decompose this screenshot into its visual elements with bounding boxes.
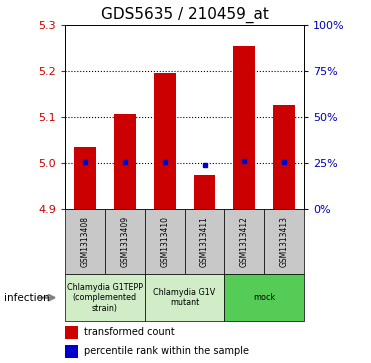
Bar [233,46,255,209]
Title: GDS5635 / 210459_at: GDS5635 / 210459_at [101,7,269,23]
Text: GSM1313411: GSM1313411 [200,216,209,267]
Bar [65,274,145,321]
Bar [224,209,264,274]
Bar [154,73,175,209]
Bar [65,209,105,274]
Text: percentile rank within the sample: percentile rank within the sample [84,346,249,356]
Bar [264,209,304,274]
Text: GSM1313408: GSM1313408 [81,216,89,267]
Bar [273,105,295,209]
Bar [145,209,185,274]
Bar [105,209,145,274]
Bar [65,344,78,358]
Bar [194,175,216,209]
Text: mock: mock [253,293,275,302]
Text: GSM1313413: GSM1313413 [280,216,289,267]
Bar [145,274,224,321]
Text: GSM1313410: GSM1313410 [160,216,169,267]
Text: GSM1313412: GSM1313412 [240,216,249,267]
Bar [224,274,304,321]
Text: infection: infection [4,293,49,303]
Text: transformed count: transformed count [84,327,175,337]
Bar [185,209,224,274]
Text: GSM1313409: GSM1313409 [120,216,129,267]
Bar [74,147,96,209]
Text: Chlamydia G1V
mutant: Chlamydia G1V mutant [154,288,216,307]
Bar [114,114,136,209]
Text: Chlamydia G1TEPP
(complemented
strain): Chlamydia G1TEPP (complemented strain) [67,283,143,313]
Bar [65,326,78,339]
